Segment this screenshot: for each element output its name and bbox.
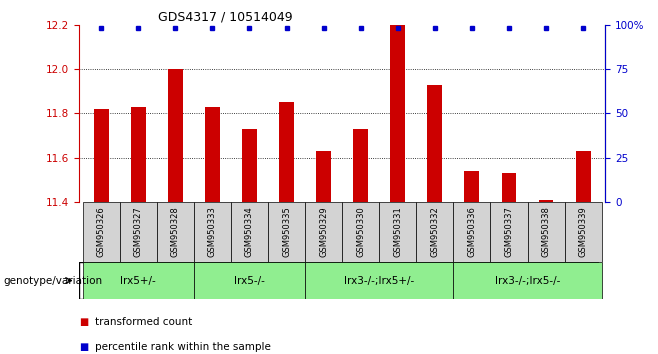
Text: lrx3-/-;lrx5-/-: lrx3-/-;lrx5-/- <box>495 275 560 286</box>
Text: genotype/variation: genotype/variation <box>3 275 103 286</box>
Text: GSM950334: GSM950334 <box>245 206 254 257</box>
Text: GDS4317 / 10514049: GDS4317 / 10514049 <box>158 11 293 24</box>
Bar <box>194 262 305 299</box>
Text: GSM950338: GSM950338 <box>542 206 551 257</box>
Bar <box>194 202 231 262</box>
Bar <box>453 202 490 262</box>
Bar <box>316 151 331 202</box>
Text: GSM950327: GSM950327 <box>134 206 143 257</box>
Bar <box>305 202 342 262</box>
Bar <box>242 129 257 202</box>
Text: GSM950331: GSM950331 <box>393 206 402 257</box>
Text: ■: ■ <box>79 342 88 352</box>
Bar <box>565 202 601 262</box>
Text: GSM950337: GSM950337 <box>505 206 513 257</box>
Bar <box>490 202 528 262</box>
Bar <box>231 202 268 262</box>
Bar <box>94 109 109 202</box>
Bar <box>279 102 294 202</box>
Bar <box>417 202 453 262</box>
Bar <box>390 25 405 202</box>
Bar <box>157 202 194 262</box>
Text: lrx5+/-: lrx5+/- <box>120 275 156 286</box>
Bar <box>83 202 120 262</box>
Text: percentile rank within the sample: percentile rank within the sample <box>95 342 271 352</box>
Bar <box>465 171 479 202</box>
Text: GSM950329: GSM950329 <box>319 206 328 257</box>
Text: transformed count: transformed count <box>95 317 193 327</box>
Bar <box>428 85 442 202</box>
Text: GSM950339: GSM950339 <box>578 206 588 257</box>
Bar <box>205 107 220 202</box>
Bar <box>453 262 601 299</box>
Text: GSM950332: GSM950332 <box>430 206 440 257</box>
Text: GSM950333: GSM950333 <box>208 206 217 257</box>
Bar <box>576 151 590 202</box>
Bar <box>528 202 565 262</box>
Bar <box>342 202 379 262</box>
Text: GSM950336: GSM950336 <box>467 206 476 257</box>
Text: ■: ■ <box>79 317 88 327</box>
Text: GSM950326: GSM950326 <box>97 206 106 257</box>
Bar <box>168 69 183 202</box>
Bar <box>353 129 368 202</box>
Bar <box>501 173 517 202</box>
Bar <box>539 200 553 202</box>
Bar <box>120 202 157 262</box>
Bar <box>305 262 453 299</box>
Text: GSM950328: GSM950328 <box>171 206 180 257</box>
Bar <box>268 202 305 262</box>
Bar <box>131 107 145 202</box>
Text: GSM950330: GSM950330 <box>356 206 365 257</box>
Text: lrx5-/-: lrx5-/- <box>234 275 265 286</box>
Bar <box>379 202 417 262</box>
Bar <box>83 262 194 299</box>
Text: lrx3-/-;lrx5+/-: lrx3-/-;lrx5+/- <box>344 275 415 286</box>
Text: GSM950335: GSM950335 <box>282 206 291 257</box>
